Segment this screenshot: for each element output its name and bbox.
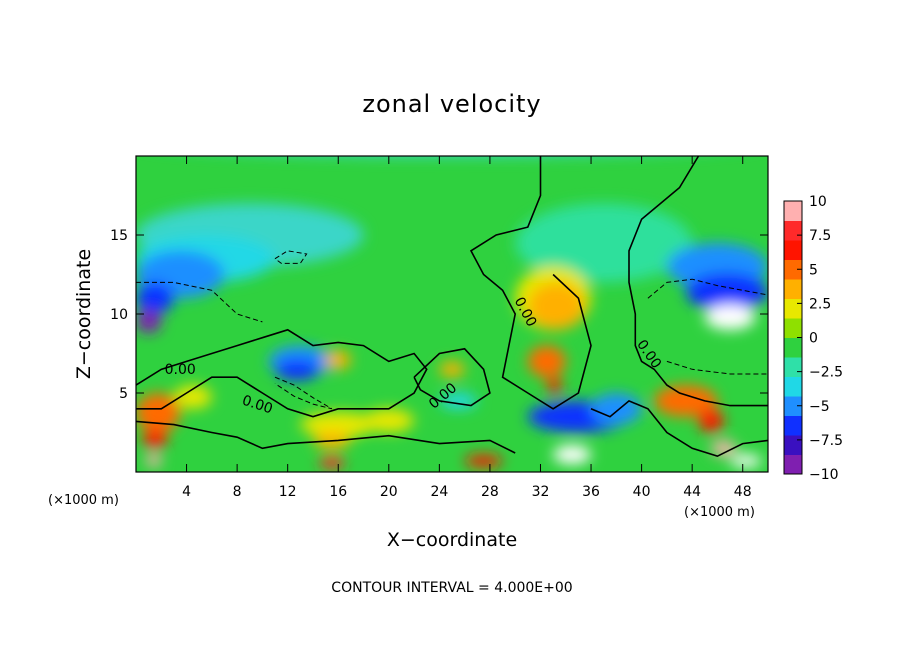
colorbar-tick-label: 5 [809,262,818,278]
colorbar-band [784,318,802,338]
field-patch [136,310,162,333]
colorbar-tick-label: −7.5 [809,433,843,449]
velocity-field [136,124,768,469]
colorbar-band [784,435,802,455]
field-patch [546,377,562,393]
field-patch [146,453,162,468]
field-patch [730,454,762,468]
y-axis-label: Z−coordinate [73,249,95,379]
contour-zero [469,156,592,410]
field-patch [527,345,566,378]
field-patch [654,385,718,417]
y-tick-label: 5 [119,386,128,402]
colorbar-band [784,298,802,319]
field-patch [464,454,503,468]
colorbar-band [784,415,802,436]
colorbar-tick-label: 7.5 [809,228,831,244]
colorbar-tick-label: −10 [809,467,839,483]
field-patch [553,445,592,465]
colorbar-band [784,259,802,280]
field-patch [711,440,737,457]
contour-negative [647,278,768,299]
colorbar-band [784,357,802,377]
colorbar-band [784,337,802,358]
x-tick-label: 44 [683,484,701,500]
x-tick-label: 36 [582,484,600,500]
field-patch [439,361,465,378]
x-tick-label: 20 [380,484,398,500]
colorbar-band [784,279,802,299]
y-tick-label: 15 [110,228,128,244]
colorbar-tick-label: 0 [809,331,818,347]
field-patch [136,124,768,156]
contour-negative [666,360,768,375]
contour-zero [136,420,516,454]
contour-zero [136,328,428,418]
x-tick-label: 32 [532,484,550,500]
colorbar-band [784,240,802,260]
field-patch [142,429,168,449]
colorbar-tick-label: 2.5 [809,296,831,312]
field-patch [325,350,351,370]
x-axis-unit-left: (×1000 m) [48,493,119,508]
field-patch [275,359,320,381]
contour-zero [590,399,768,458]
x-tick-label: 12 [279,484,297,500]
field-patch [136,282,174,315]
field-background [136,156,768,472]
chart-title: zonal velocity [362,90,541,118]
colorbar-ticks: 10 7.5 5 2.5 0 −2.5 −5 −7.5 −10 [797,194,843,483]
field-patch [591,393,642,425]
field-patch [319,456,345,469]
contour-zero [628,156,768,407]
colorbar-band [784,201,802,221]
colorbar-tick-label: −5 [809,399,830,415]
y-axis-ticks: 5 10 15 [110,228,768,402]
colorbar-tick-label: 10 [809,194,827,210]
contour-zero [413,347,491,407]
field-patch [173,385,212,409]
x-axis-label: X−coordinate [387,529,517,551]
x-tick-label: 48 [734,484,752,500]
x-axis-ticks: 4 8 12 16 20 24 28 32 36 40 44 48 [182,156,752,500]
plot-area: 0.000.00 0.000.000.00 [136,124,768,472]
colorbar-band [784,376,802,397]
colorbar-band [784,454,802,475]
field-patch [136,393,181,433]
colorbar-band [784,220,802,241]
x-axis-unit-right: (×1000 m) [684,505,755,520]
contour-interval-footer: CONTOUR INTERVAL = 4.000E+00 [331,580,572,596]
field-patch [698,408,724,433]
colorbar-tick-label: −2.5 [809,365,843,381]
colorbar-band [784,396,802,416]
x-tick-label: 40 [633,484,651,500]
field-patch [300,411,377,438]
contour-label: 0.00 [165,362,196,378]
field-patch [704,304,756,330]
field-patch [515,203,693,283]
contour-lines [136,156,768,458]
contour-negative [274,250,308,264]
y-tick-label: 10 [110,307,128,323]
contour-negative [136,281,263,323]
field-patch [363,408,415,433]
x-tick-label: 16 [329,484,347,500]
x-tick-label: 28 [481,484,499,500]
field-patch [527,282,585,330]
x-tick-label: 8 [233,484,242,500]
x-tick-label: 24 [430,484,448,500]
contour-negative [274,376,333,410]
x-tick-label: 4 [182,484,191,500]
